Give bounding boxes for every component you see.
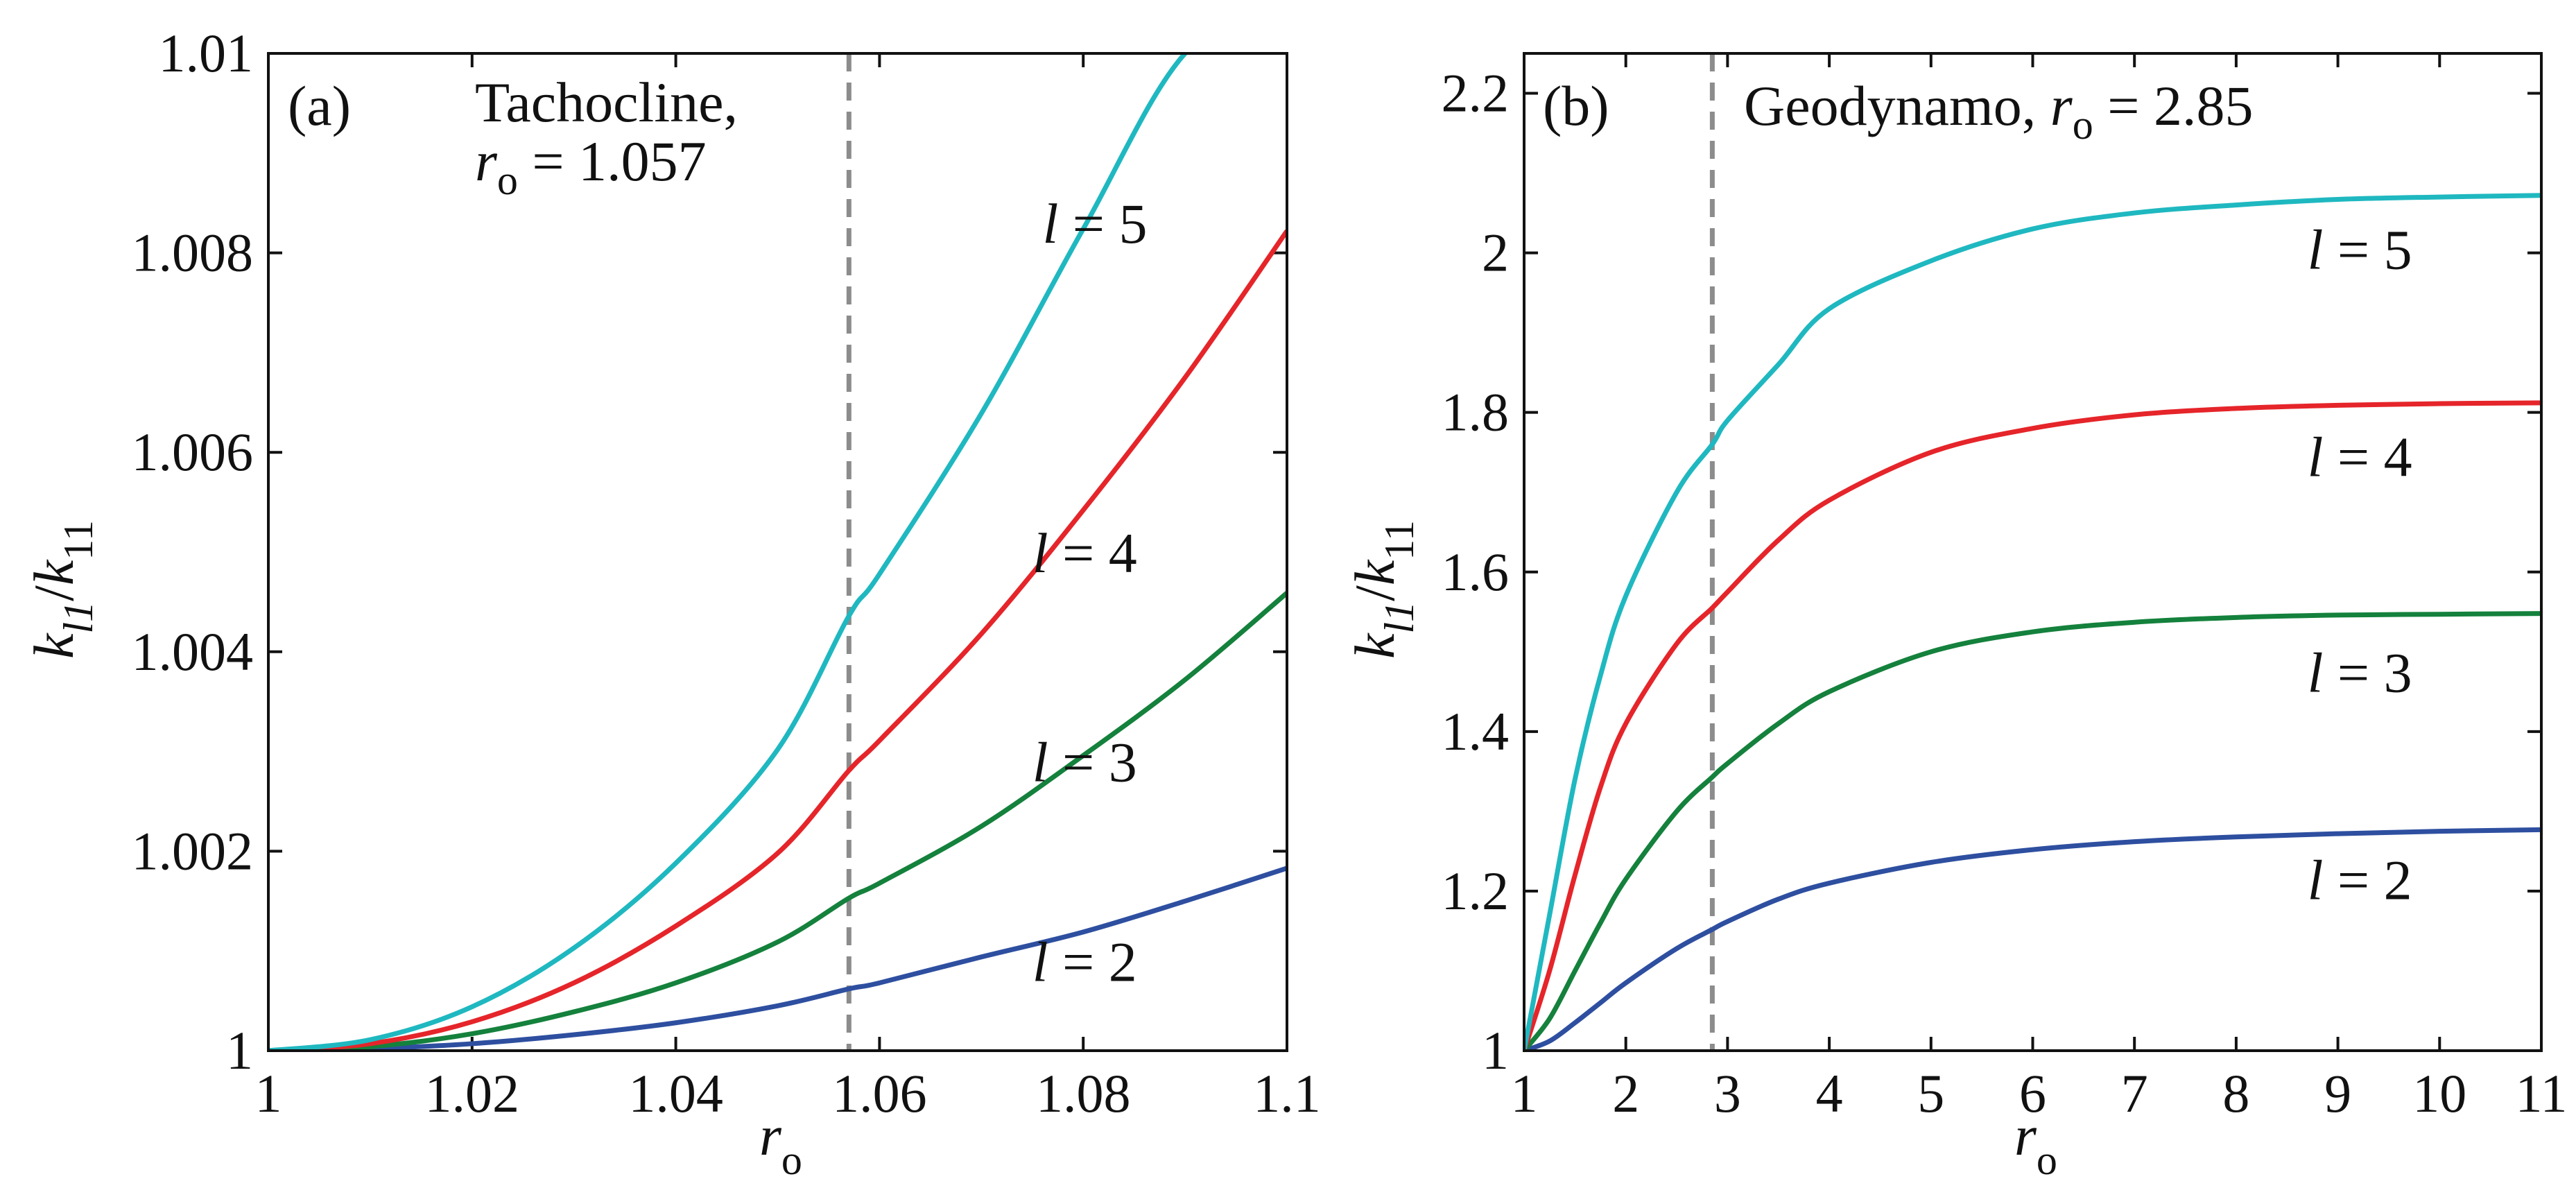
panel-a: 1 1.02 1.04 1.06 1.08 1.1 1 1.002 1.004 1.006 1.00…	[22, 23, 1321, 1183]
series-label-l2: l = 2	[1032, 930, 1137, 993]
y-tick-label: 1.4	[1442, 701, 1510, 761]
panel-a-frame	[267, 52, 1288, 1052]
panel-a-title: Tachocline,	[475, 71, 738, 134]
y-tick-label: 1	[1482, 1020, 1509, 1081]
x-tick-label: 9	[2324, 1063, 2351, 1124]
panel-a-x-axis-label: ro	[759, 1104, 802, 1183]
series-label-l4: l = 4	[1032, 522, 1137, 585]
y-tick-label: 1.01	[159, 23, 254, 83]
series-line-l3	[268, 591, 1287, 1051]
panel-b-series-labels: l = 2 l = 3 l = 4 l = 5	[2308, 218, 2412, 912]
panel-a-series-labels: l = 2 l = 3 l = 4 l = 5	[1032, 192, 1148, 993]
y-tick-label: 1.2	[1442, 861, 1510, 921]
panel-b-y-axis-label: kl1/k11	[1343, 520, 1422, 659]
y-tick-label: 1	[226, 1020, 253, 1081]
series-line-l4	[268, 229, 1287, 1051]
series-line-l5	[268, 53, 1189, 1051]
y-tick-label: 2.2	[1442, 63, 1510, 123]
series-label-l5: l = 5	[2308, 218, 2412, 282]
x-tick-label: 1	[255, 1063, 282, 1124]
series-label-l3: l = 3	[1032, 731, 1137, 794]
series-line-l4	[1524, 400, 2541, 1051]
panel-b-label: (b)	[1543, 74, 1609, 137]
x-tick-label: 2	[1612, 1063, 1639, 1124]
y-tick-label: 1.8	[1442, 382, 1510, 442]
series-label-l2: l = 2	[2308, 848, 2412, 911]
series-label-l3: l = 3	[2308, 641, 2412, 704]
panel-a-tick-labels: 1 1.02 1.04 1.06 1.08 1.1 1 1.002 1.004 1.006 1.00…	[132, 23, 1321, 1124]
x-tick-label: 11	[2515, 1063, 2567, 1124]
panel-b-title: Geodynamo, ro = 2.85	[1744, 74, 2253, 148]
x-tick-label: 8	[2222, 1063, 2249, 1124]
panel-a-y-axis-label: kl1/k11	[22, 520, 101, 659]
y-tick-label: 1.002	[132, 820, 254, 881]
panel-b-x-axis-label: ro	[2014, 1104, 2057, 1183]
y-tick-label: 2	[1482, 223, 1509, 283]
x-tick-label: 1.06	[832, 1063, 927, 1124]
panel-a-series	[268, 53, 1287, 1051]
x-tick-label: 1.1	[1253, 1063, 1321, 1124]
x-tick-label: 4	[1816, 1063, 1843, 1124]
series-label-l4: l = 4	[2308, 426, 2412, 489]
plot-frame	[267, 52, 1288, 1052]
y-tick-label: 1.008	[132, 223, 254, 283]
x-tick-label: 10	[2412, 1063, 2466, 1124]
plot-frame	[1523, 52, 2543, 1052]
series-line-l2	[1524, 827, 2541, 1051]
panel-a-label: (a)	[288, 74, 351, 137]
x-tick-label: 5	[1917, 1063, 1944, 1124]
panel-b-frame	[1523, 52, 2543, 1052]
x-tick-label: 3	[1714, 1063, 1741, 1124]
x-tick-label: 1.08	[1036, 1063, 1131, 1124]
y-tick-label: 1.004	[132, 621, 254, 682]
series-line-l2	[268, 866, 1287, 1051]
x-tick-label: 6	[2019, 1063, 2046, 1124]
x-tick-label: 1	[1511, 1063, 1538, 1124]
x-tick-label: 1.04	[628, 1063, 723, 1124]
x-tick-label: 1.02	[425, 1063, 520, 1124]
series-line-l3	[1524, 611, 2541, 1051]
y-tick-label: 1.006	[132, 422, 254, 482]
series-line-l5	[1524, 193, 2541, 1051]
x-tick-label: 7	[2121, 1063, 2148, 1124]
series-label-l5: l = 5	[1042, 192, 1147, 255]
panel-a-title-line2: ro = 1.057	[475, 130, 707, 203]
y-tick-label: 1.6	[1442, 542, 1510, 602]
panel-b-series	[1524, 193, 2541, 1051]
